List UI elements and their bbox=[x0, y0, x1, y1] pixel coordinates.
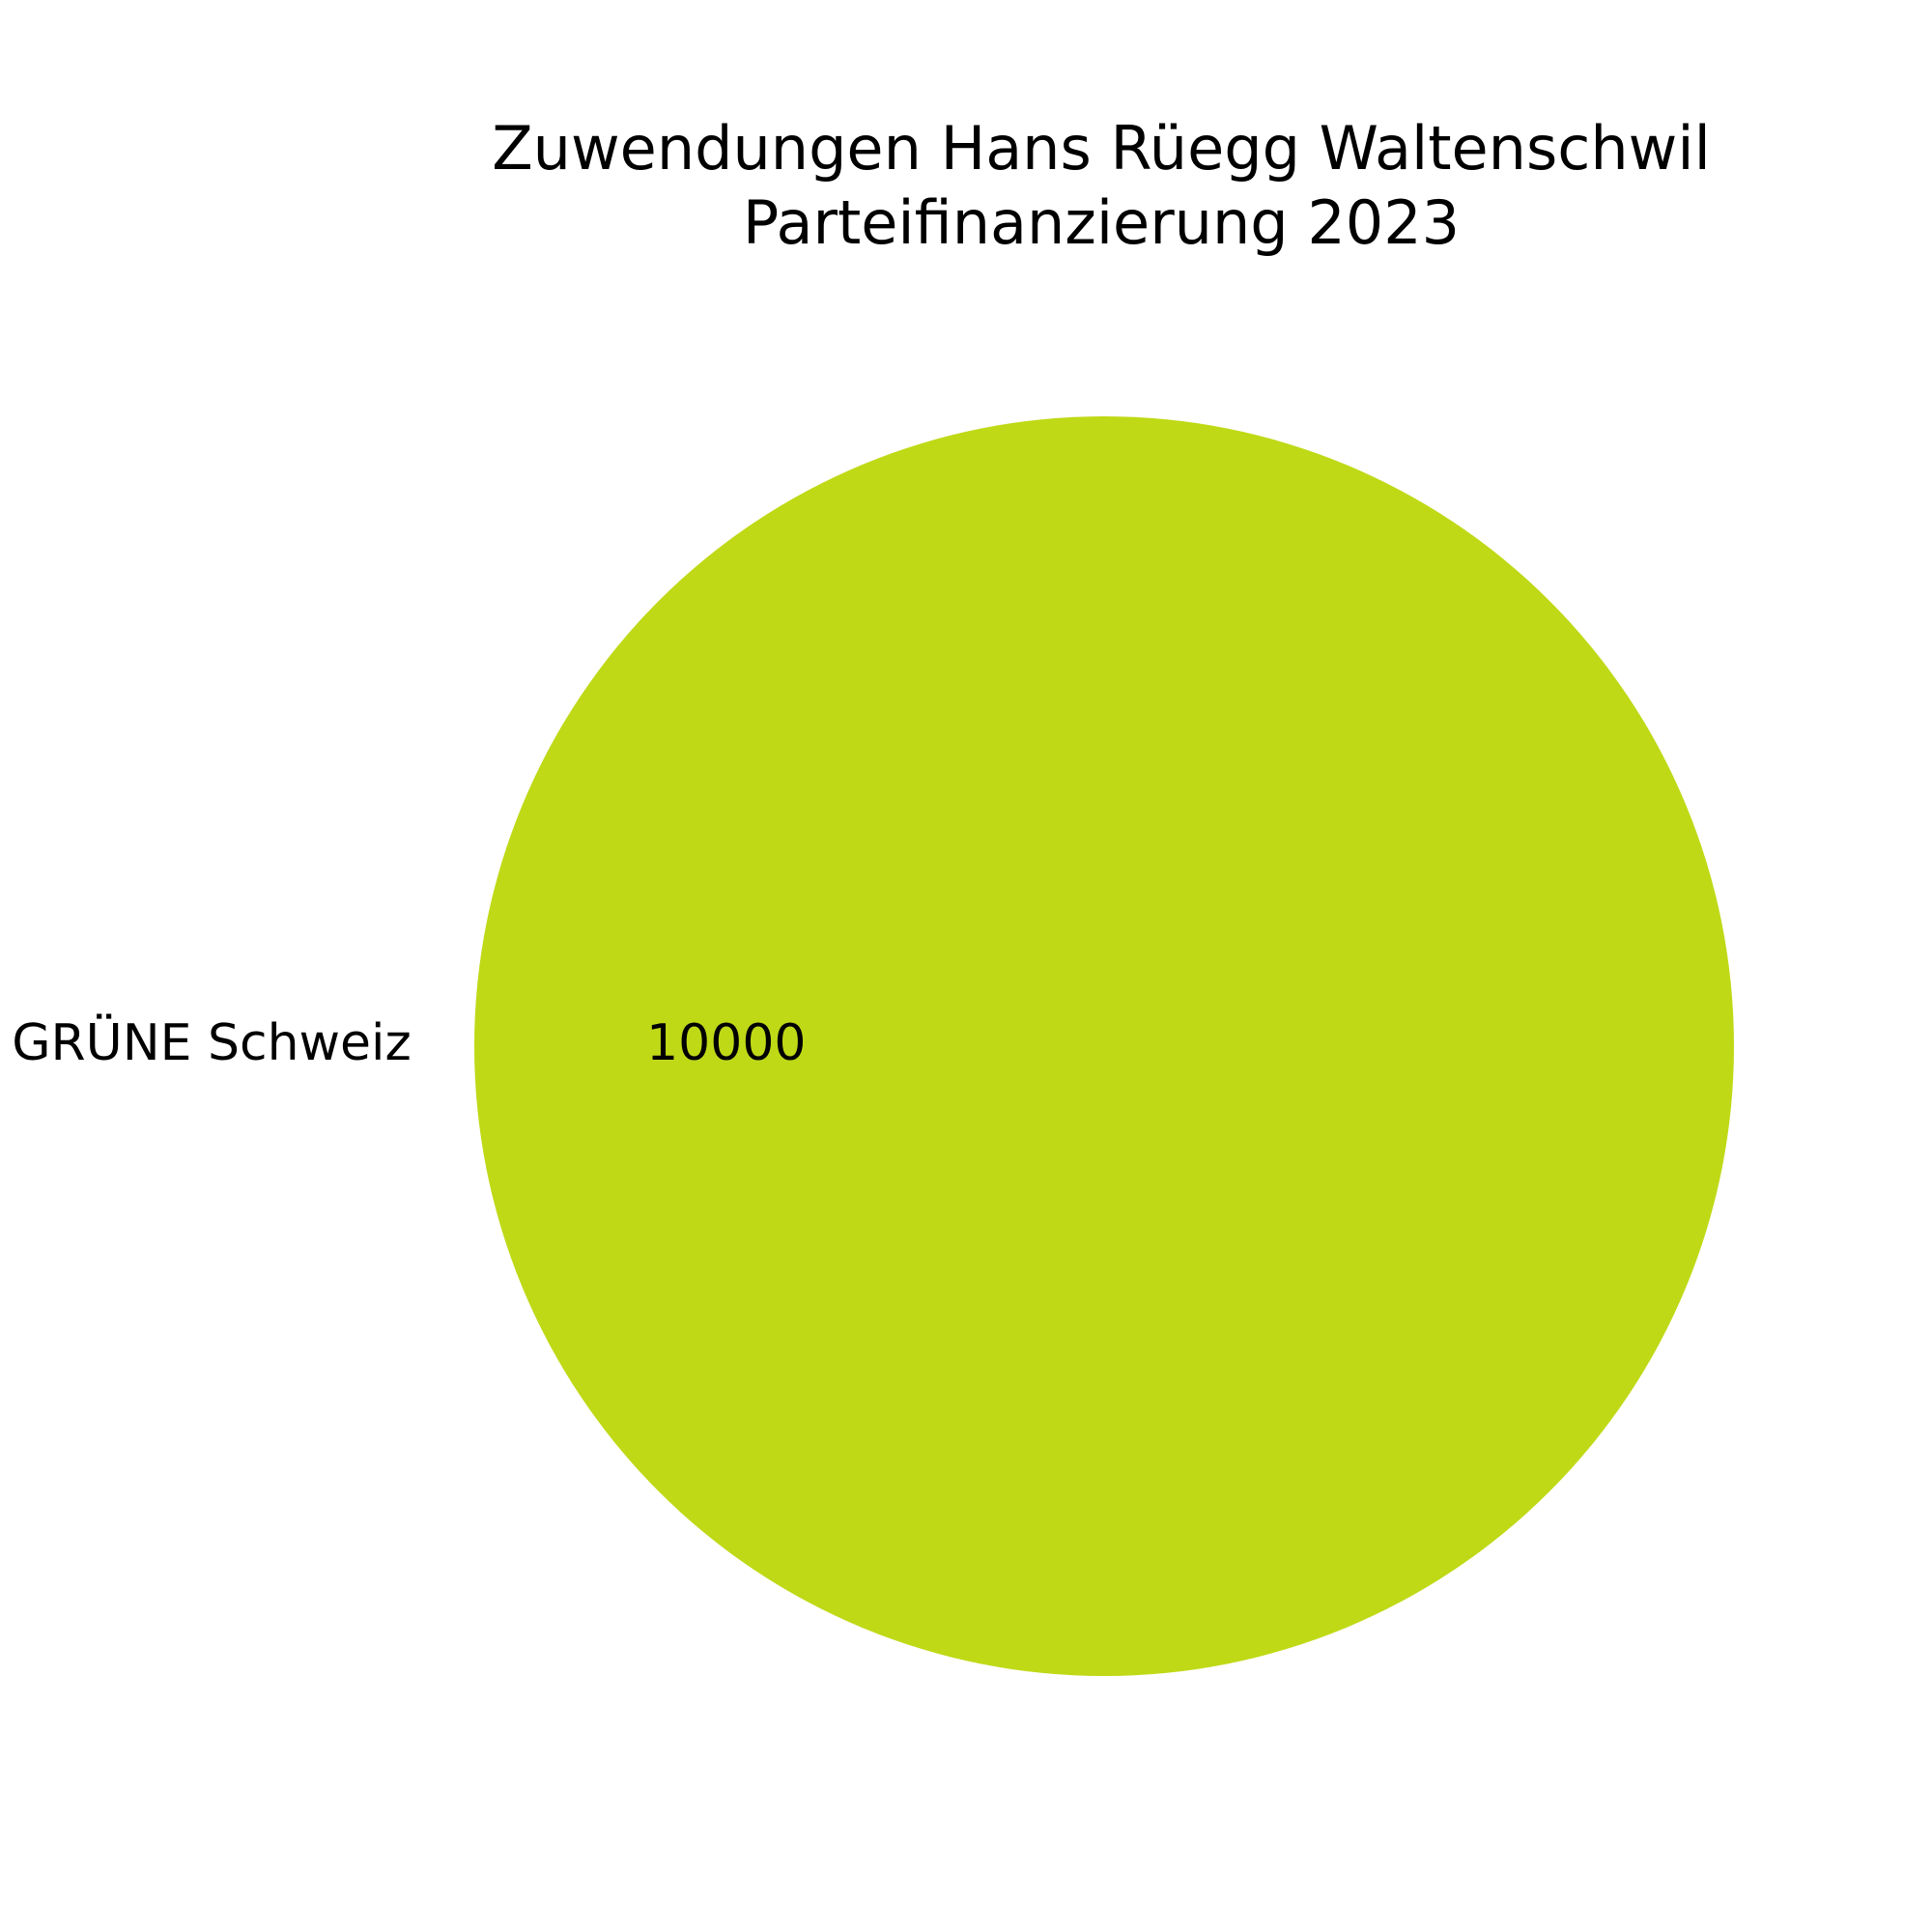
chart-title-line-1: Zuwendungen Hans Rüegg Waltenschwil bbox=[492, 113, 1711, 184]
pie-slice bbox=[474, 416, 1734, 1676]
chart-title: Zuwendungen Hans Rüegg Waltenschwil Part… bbox=[492, 113, 1711, 258]
pie-labels: GRÜNE Schweiz 10000 bbox=[12, 1013, 806, 1072]
slice-value-label: 10000 bbox=[646, 1014, 806, 1072]
pie-slices bbox=[474, 416, 1734, 1676]
chart-title-line-2: Parteifinanzierung 2023 bbox=[743, 187, 1460, 258]
slice-label: GRÜNE Schweiz bbox=[12, 1013, 412, 1072]
